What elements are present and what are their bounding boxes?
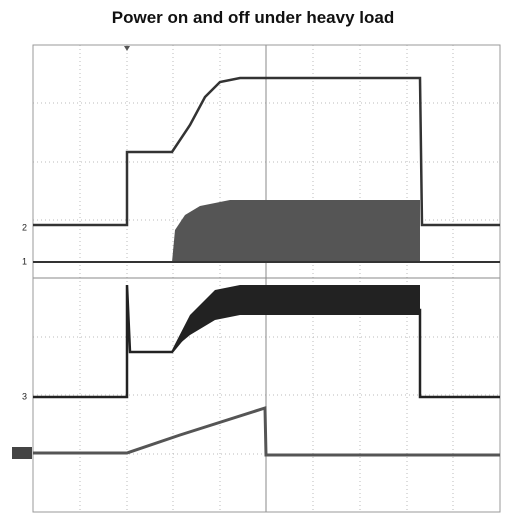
title: Power on and off under heavy load <box>111 8 395 27</box>
trace-ch1-envelope <box>172 200 420 262</box>
ch1-marker: 1 <box>22 256 27 266</box>
trace-ch4 <box>33 405 500 457</box>
ch3-marker: 3 <box>22 391 27 401</box>
trigger-marker <box>124 46 130 51</box>
trace-ch3-envelope <box>172 285 420 350</box>
frame <box>32 44 501 513</box>
trace-ch2 <box>33 76 500 227</box>
ch2-marker: 2 <box>22 222 27 232</box>
ch4-marker-box <box>12 447 32 459</box>
